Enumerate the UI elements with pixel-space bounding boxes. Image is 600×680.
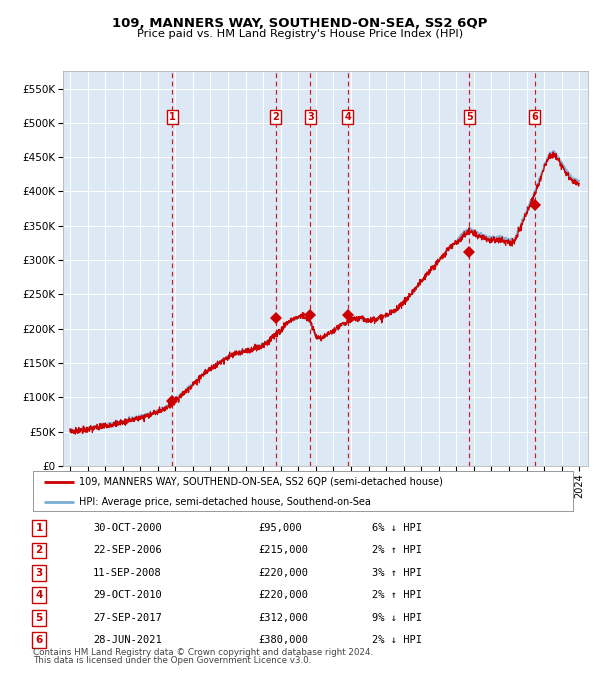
Text: 3: 3 bbox=[35, 568, 43, 578]
Text: 9% ↓ HPI: 9% ↓ HPI bbox=[372, 613, 422, 623]
Text: Price paid vs. HM Land Registry's House Price Index (HPI): Price paid vs. HM Land Registry's House … bbox=[137, 29, 463, 39]
Text: 30-OCT-2000: 30-OCT-2000 bbox=[93, 523, 162, 533]
Text: 5: 5 bbox=[466, 112, 473, 122]
Text: 28-JUN-2021: 28-JUN-2021 bbox=[93, 635, 162, 645]
Text: 2: 2 bbox=[35, 545, 43, 556]
Text: £215,000: £215,000 bbox=[258, 545, 308, 556]
Text: HPI: Average price, semi-detached house, Southend-on-Sea: HPI: Average price, semi-detached house,… bbox=[79, 497, 371, 507]
Text: £95,000: £95,000 bbox=[258, 523, 302, 533]
Text: 4: 4 bbox=[344, 112, 352, 122]
Text: 11-SEP-2008: 11-SEP-2008 bbox=[93, 568, 162, 578]
Text: 27-SEP-2017: 27-SEP-2017 bbox=[93, 613, 162, 623]
Text: 6: 6 bbox=[532, 112, 538, 122]
Text: 3: 3 bbox=[307, 112, 314, 122]
Text: £220,000: £220,000 bbox=[258, 568, 308, 578]
Text: 6% ↓ HPI: 6% ↓ HPI bbox=[372, 523, 422, 533]
Text: 6: 6 bbox=[35, 635, 43, 645]
Text: 4: 4 bbox=[35, 590, 43, 600]
Text: 1: 1 bbox=[169, 112, 176, 122]
Text: 29-OCT-2010: 29-OCT-2010 bbox=[93, 590, 162, 600]
Text: This data is licensed under the Open Government Licence v3.0.: This data is licensed under the Open Gov… bbox=[33, 656, 311, 665]
Text: Contains HM Land Registry data © Crown copyright and database right 2024.: Contains HM Land Registry data © Crown c… bbox=[33, 648, 373, 657]
Text: £220,000: £220,000 bbox=[258, 590, 308, 600]
Text: 2: 2 bbox=[272, 112, 279, 122]
Text: 22-SEP-2006: 22-SEP-2006 bbox=[93, 545, 162, 556]
Text: £312,000: £312,000 bbox=[258, 613, 308, 623]
Text: £380,000: £380,000 bbox=[258, 635, 308, 645]
Text: 109, MANNERS WAY, SOUTHEND-ON-SEA, SS2 6QP: 109, MANNERS WAY, SOUTHEND-ON-SEA, SS2 6… bbox=[112, 17, 488, 30]
Text: 2% ↑ HPI: 2% ↑ HPI bbox=[372, 545, 422, 556]
Text: 109, MANNERS WAY, SOUTHEND-ON-SEA, SS2 6QP (semi-detached house): 109, MANNERS WAY, SOUTHEND-ON-SEA, SS2 6… bbox=[79, 477, 443, 487]
Text: 1: 1 bbox=[35, 523, 43, 533]
Text: 3% ↑ HPI: 3% ↑ HPI bbox=[372, 568, 422, 578]
Text: 2% ↓ HPI: 2% ↓ HPI bbox=[372, 635, 422, 645]
Text: 5: 5 bbox=[35, 613, 43, 623]
Text: 2% ↑ HPI: 2% ↑ HPI bbox=[372, 590, 422, 600]
